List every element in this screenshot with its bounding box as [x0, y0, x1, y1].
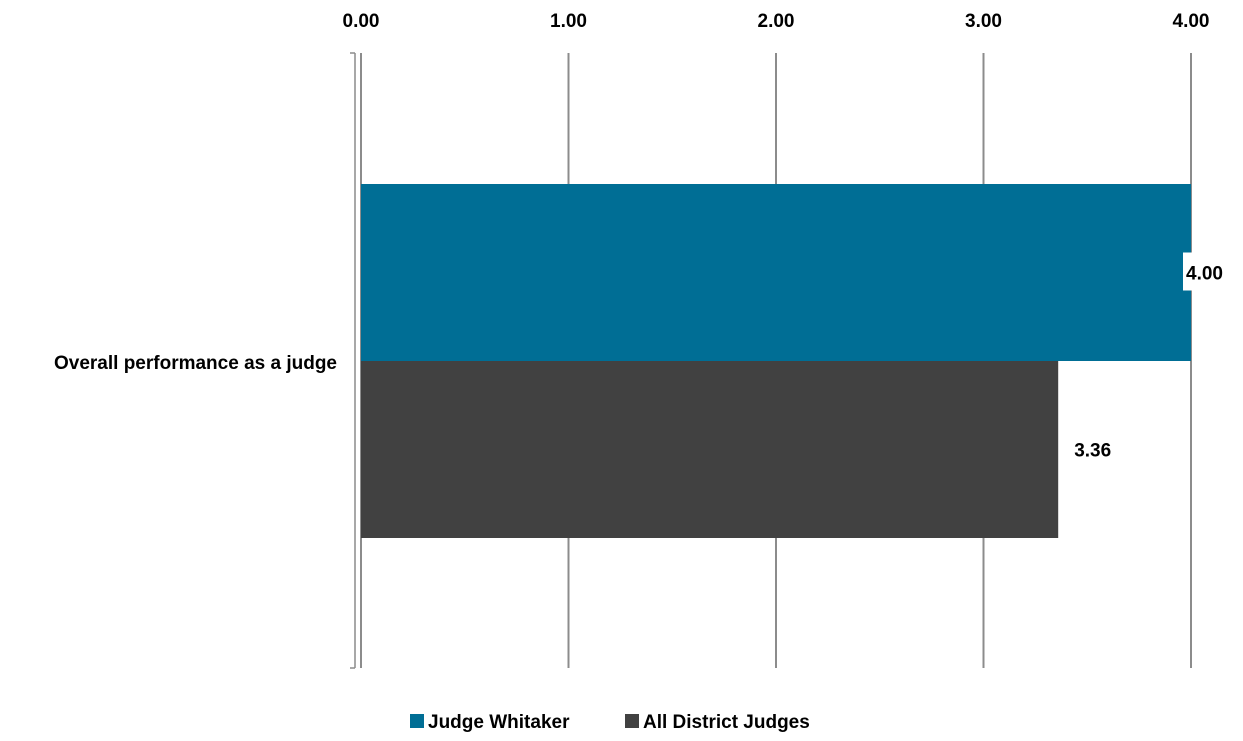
legend-label-1: All District Judges: [643, 712, 810, 733]
axes: [350, 52, 356, 669]
x-tick-label-3: 3.00: [965, 11, 1002, 32]
legend-swatch-1: [625, 714, 639, 728]
legend: Judge Whitaker All District Judges: [410, 712, 810, 733]
data-label-1: 3.36: [1074, 441, 1111, 462]
data-label-background-0: [1183, 252, 1241, 291]
category-label-0: Overall performance as a judge: [54, 353, 337, 374]
data-label-0: 4.00: [1186, 264, 1223, 285]
legend-label-0: Judge Whitaker: [428, 712, 570, 733]
bar-judge-whitaker: [361, 184, 1191, 361]
legend-swatch-0: [410, 714, 424, 728]
x-tick-label-2: 2.00: [758, 11, 795, 32]
x-tick-label-4: 4.00: [1173, 11, 1210, 32]
bars: [361, 184, 1191, 538]
x-tick-label-0: 0.00: [343, 11, 380, 32]
bar-all-district-judges: [361, 361, 1059, 538]
x-tick-label-1: 1.00: [550, 11, 587, 32]
labels: 0.00 1.00 2.00 3.00 4.00 4.00 3.36 Overall perf…: [54, 11, 1241, 462]
